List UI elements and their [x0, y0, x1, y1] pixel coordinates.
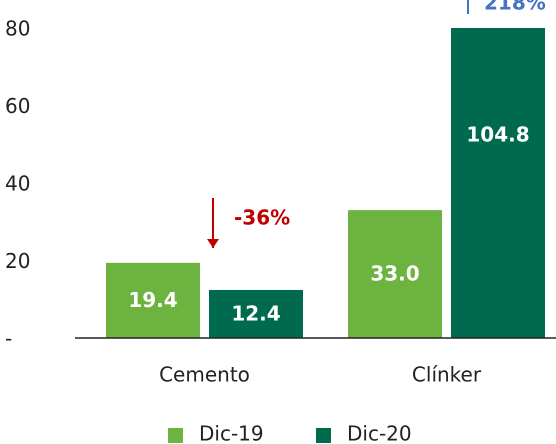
y-tick-label: 40	[5, 172, 30, 196]
y-tick-label: 60	[5, 94, 30, 118]
annotation: 218%	[484, 0, 546, 15]
bar	[209, 289, 303, 338]
bar	[348, 210, 442, 338]
legend-label: Dic-19	[199, 422, 264, 444]
value-label: 33.0	[370, 262, 419, 286]
x-tick-label: Cemento	[159, 363, 250, 387]
legend-label: Dic-20	[347, 422, 412, 444]
legend-swatch	[168, 428, 183, 443]
legend-swatch	[316, 428, 331, 443]
bar	[451, 28, 545, 339]
y-tick-label: -	[5, 327, 12, 351]
bar	[106, 262, 200, 338]
value-label: 12.4	[231, 301, 280, 325]
y-tick-label: 80	[5, 17, 30, 41]
annotation: -36%	[234, 206, 290, 230]
plot-area	[106, 28, 545, 339]
value-label: 19.4	[128, 288, 177, 312]
value-label: 104.8	[466, 122, 529, 146]
x-tick-label: Clínker	[412, 363, 482, 387]
annotation-arrowhead	[207, 239, 219, 248]
y-tick-label: 20	[5, 249, 30, 273]
